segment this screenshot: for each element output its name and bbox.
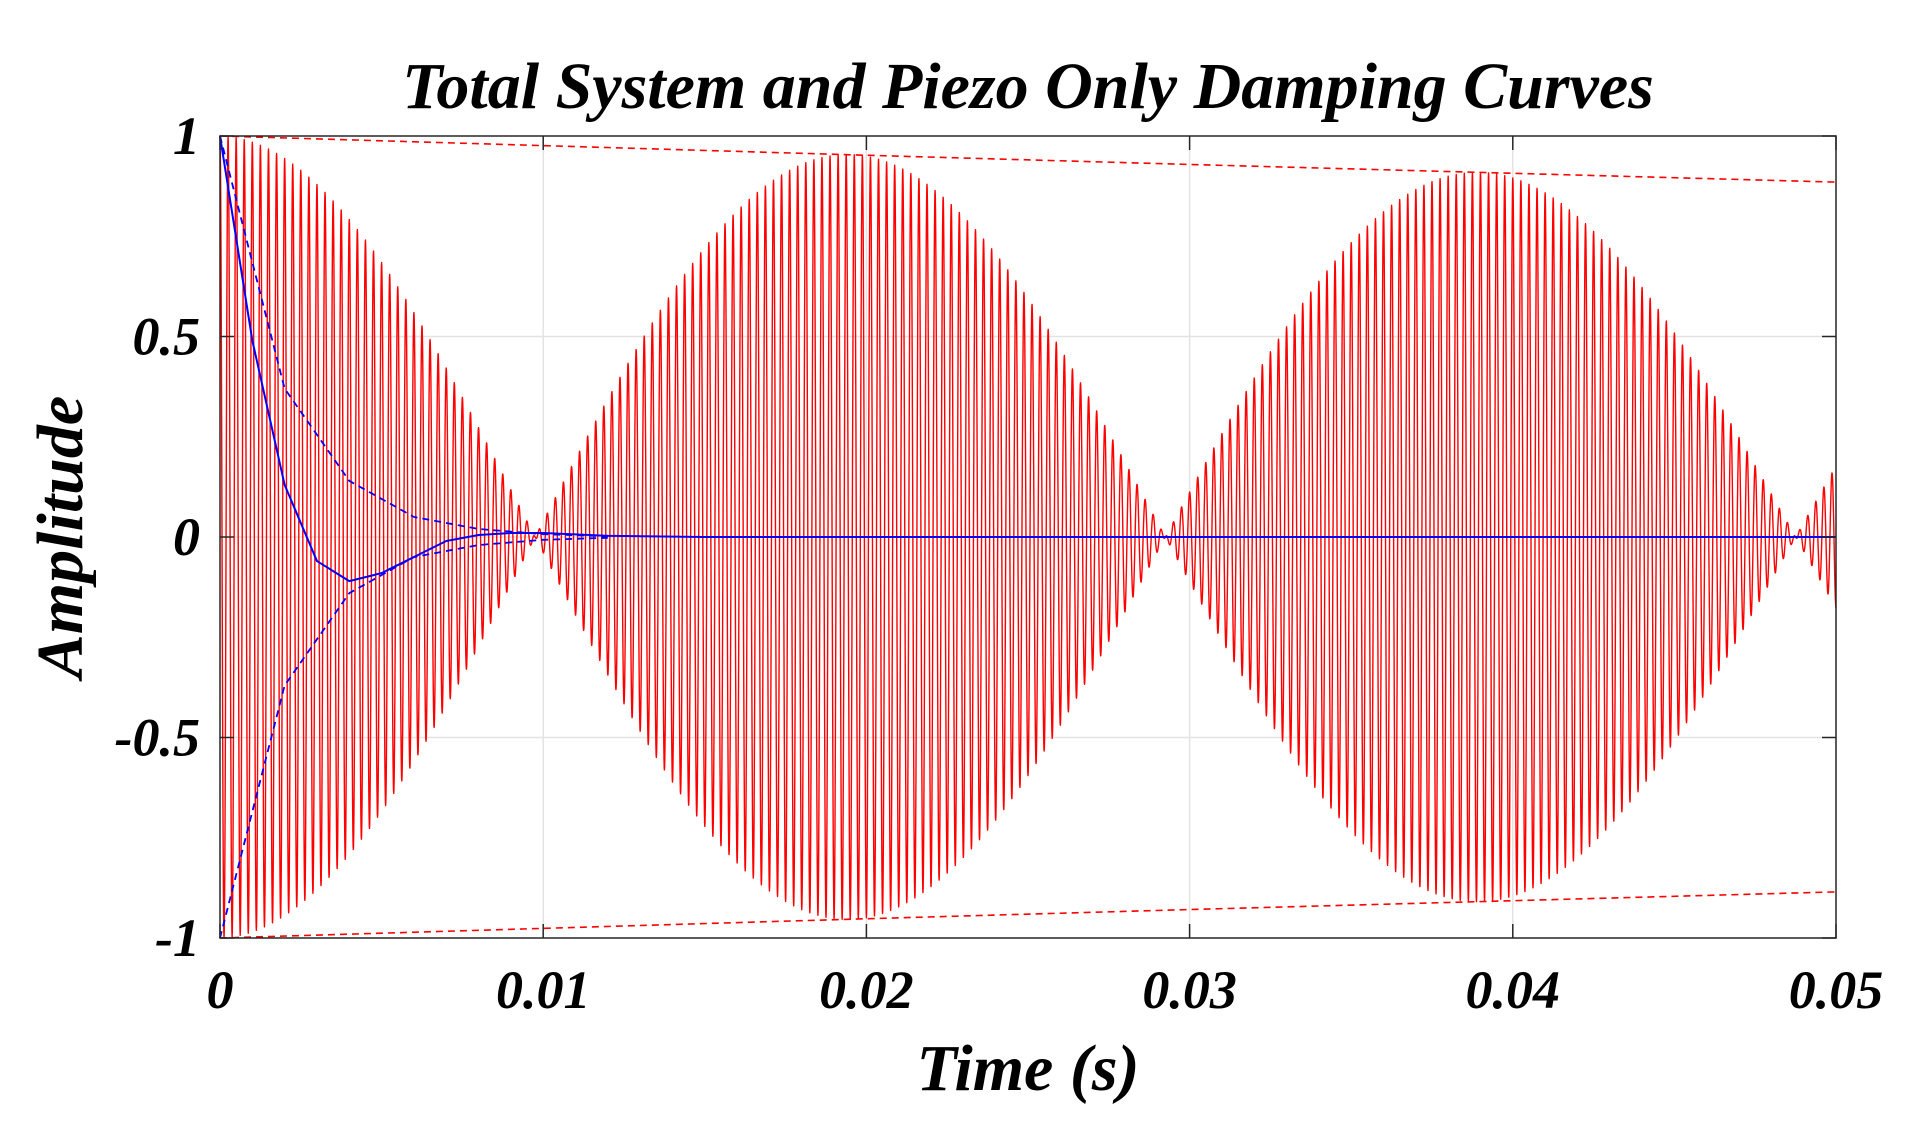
tick-marks [219, 135, 1837, 939]
y-tick-label: -0.5 [115, 708, 200, 768]
y-tick-label: 0 [173, 507, 200, 567]
piezo-envelope-upper [219, 135, 608, 538]
y-axis-label: Amplitude [24, 396, 97, 682]
total-system-envelope-lower [219, 891, 1837, 939]
total-system-envelope-upper [219, 135, 1837, 183]
data-layer [219, 135, 1837, 939]
y-tick-label: 0.5 [133, 307, 201, 367]
tick-labels: 0 0.01 0.02 0.03 0.04 0.05 -1 -0.5 0 0.5 1 [115, 106, 1884, 1020]
piezo-only-response-line [219, 135, 1836, 583]
x-tick-label: 0.03 [1142, 960, 1237, 1020]
chart-title: Total System and Piezo Only Damping Curv… [402, 50, 1654, 123]
x-tick-label: 0.01 [496, 960, 591, 1020]
x-tick-label: 0.04 [1466, 960, 1561, 1020]
x-tick-label: 0 [207, 960, 234, 1020]
x-tick-label: 0.05 [1789, 960, 1884, 1020]
y-tick-label: -1 [155, 908, 200, 968]
x-axis-label: Time (s) [917, 1032, 1140, 1105]
total-system-response-line [219, 135, 1837, 939]
x-tick-label: 0.02 [819, 960, 914, 1020]
y-tick-label: 1 [173, 106, 200, 166]
